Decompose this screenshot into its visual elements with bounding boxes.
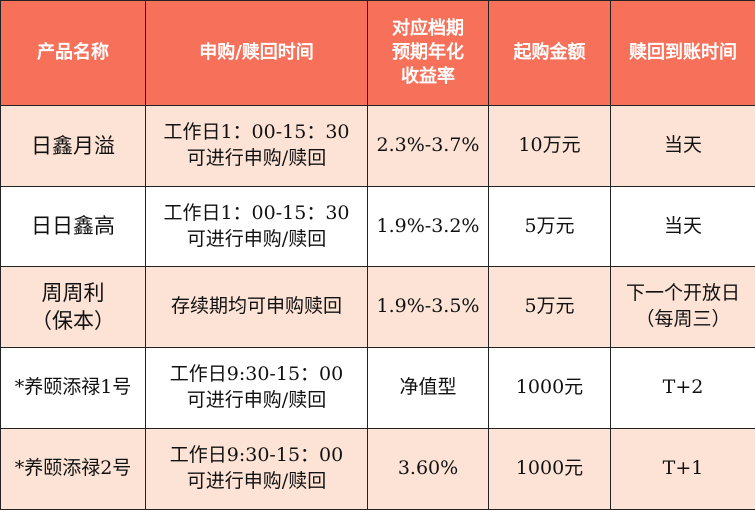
cell-time: 工作日1：00-15：30 可进行申购/赎回 [145, 186, 368, 267]
header-arrival-time: 赎回到账时间 [610, 0, 755, 106]
cell-text: 日鑫月溢 [31, 133, 115, 158]
cell-text: T+1 [662, 457, 704, 480]
cell-arrival: 当天 [610, 105, 755, 187]
cell-yield: 1.9%-3.2% [367, 186, 489, 267]
cell-time: 工作日9:30-15：00 可进行申购/赎回 [145, 428, 368, 510]
header-text: 收益率 [401, 66, 455, 88]
header-min-amount: 起购金额 [488, 0, 611, 106]
cell-text: *养颐添禄1号 [14, 376, 132, 399]
cell-text: 可进行申购/赎回 [186, 389, 327, 411]
cell-text: 当天 [663, 214, 702, 237]
cell-text: 日日鑫高 [31, 214, 115, 239]
cell-min: 1000元 [488, 428, 611, 510]
cell-min: 5万元 [488, 266, 611, 348]
cell-arrival: 下一个开放日 （每周三） [610, 266, 755, 348]
table-row: *养颐添禄2号 工作日9:30-15：00 可进行申购/赎回 3.60% 1000… [0, 428, 755, 510]
header-row: 产品名称 申购/赎回时间 对应档期 预期年化收益率 起购金额 赎回到账时间 [0, 0, 755, 106]
cell-name: 周周利 （保本） [0, 266, 146, 348]
header-purchase-time: 申购/赎回时间 [145, 0, 368, 106]
table-row: 日日鑫高 工作日1：00-15：30 可进行申购/赎回 1.9%-3.2% 5万元… [0, 186, 755, 267]
cell-text: 下一个开放日 [625, 282, 740, 305]
cell-text: （保本） [31, 309, 115, 333]
table-row: 日鑫月溢 工作日1：00-15：30 可进行申购/赎回 2.3%-3.7% 10万… [0, 105, 755, 187]
cell-min: 10万元 [488, 105, 611, 187]
cell-text: *养颐添禄2号 [14, 457, 132, 480]
cell-arrival: T+1 [610, 428, 755, 510]
cell-yield: 3.60% [367, 428, 489, 510]
cell-text: （每周三） [635, 308, 731, 330]
cell-yield: 2.3%-3.7% [367, 105, 489, 187]
cell-yield: 净值型 [367, 347, 489, 429]
cell-text: 工作日9:30-15：00 [169, 363, 344, 386]
cell-name: *养颐添禄2号 [0, 428, 146, 510]
cell-arrival: T+2 [610, 347, 755, 429]
header-product-name: 产品名称 [0, 0, 146, 106]
cell-name: 日日鑫高 [0, 186, 146, 267]
cell-time: 工作日1：00-15：30 可进行申购/赎回 [145, 105, 368, 187]
cell-text: 可进行申购/赎回 [186, 227, 327, 250]
header-text: 赎回到账时间 [629, 41, 737, 63]
cell-min: 5万元 [488, 186, 611, 267]
header-text: 起购金额 [513, 41, 586, 63]
cell-text: 工作日1：00-15：30 [163, 201, 350, 224]
cell-text: 存续期均可申购赎回 [170, 295, 342, 318]
cell-arrival: 当天 [610, 186, 755, 267]
header-text: 申购/赎回时间 [199, 41, 314, 63]
header-text: 对应档期 [392, 17, 464, 39]
cell-text: T+2 [662, 376, 704, 399]
cell-name: 日鑫月溢 [0, 105, 146, 187]
cell-time: 工作日9:30-15：00 可进行申购/赎回 [145, 347, 368, 429]
cell-name: *养颐添禄1号 [0, 347, 146, 429]
cell-text: 可进行申购/赎回 [186, 147, 327, 169]
table-row: 周周利 （保本） 存续期均可申购赎回 1.9%-3.5% 5万元 下一个开放日 （每… [0, 266, 755, 348]
cell-text: 周周利 [41, 280, 105, 305]
cell-text: 工作日1：00-15：30 [163, 121, 350, 144]
cell-text: 当天 [663, 134, 702, 157]
header-text: 产品名称 [37, 41, 109, 63]
cell-text: 可进行申购/赎回 [186, 470, 327, 492]
table-row: *养颐添禄1号 工作日9:30-15：00 可进行申购/赎回 净值型 1000元 … [0, 347, 755, 429]
cell-time: 存续期均可申购赎回 [145, 266, 368, 348]
cell-min: 1000元 [488, 347, 611, 429]
cell-text: 工作日9:30-15：00 [169, 444, 344, 467]
header-text: 预期年化 [392, 41, 464, 63]
cell-yield: 1.9%-3.5% [367, 266, 489, 348]
header-yield: 对应档期 预期年化收益率 [367, 0, 489, 106]
